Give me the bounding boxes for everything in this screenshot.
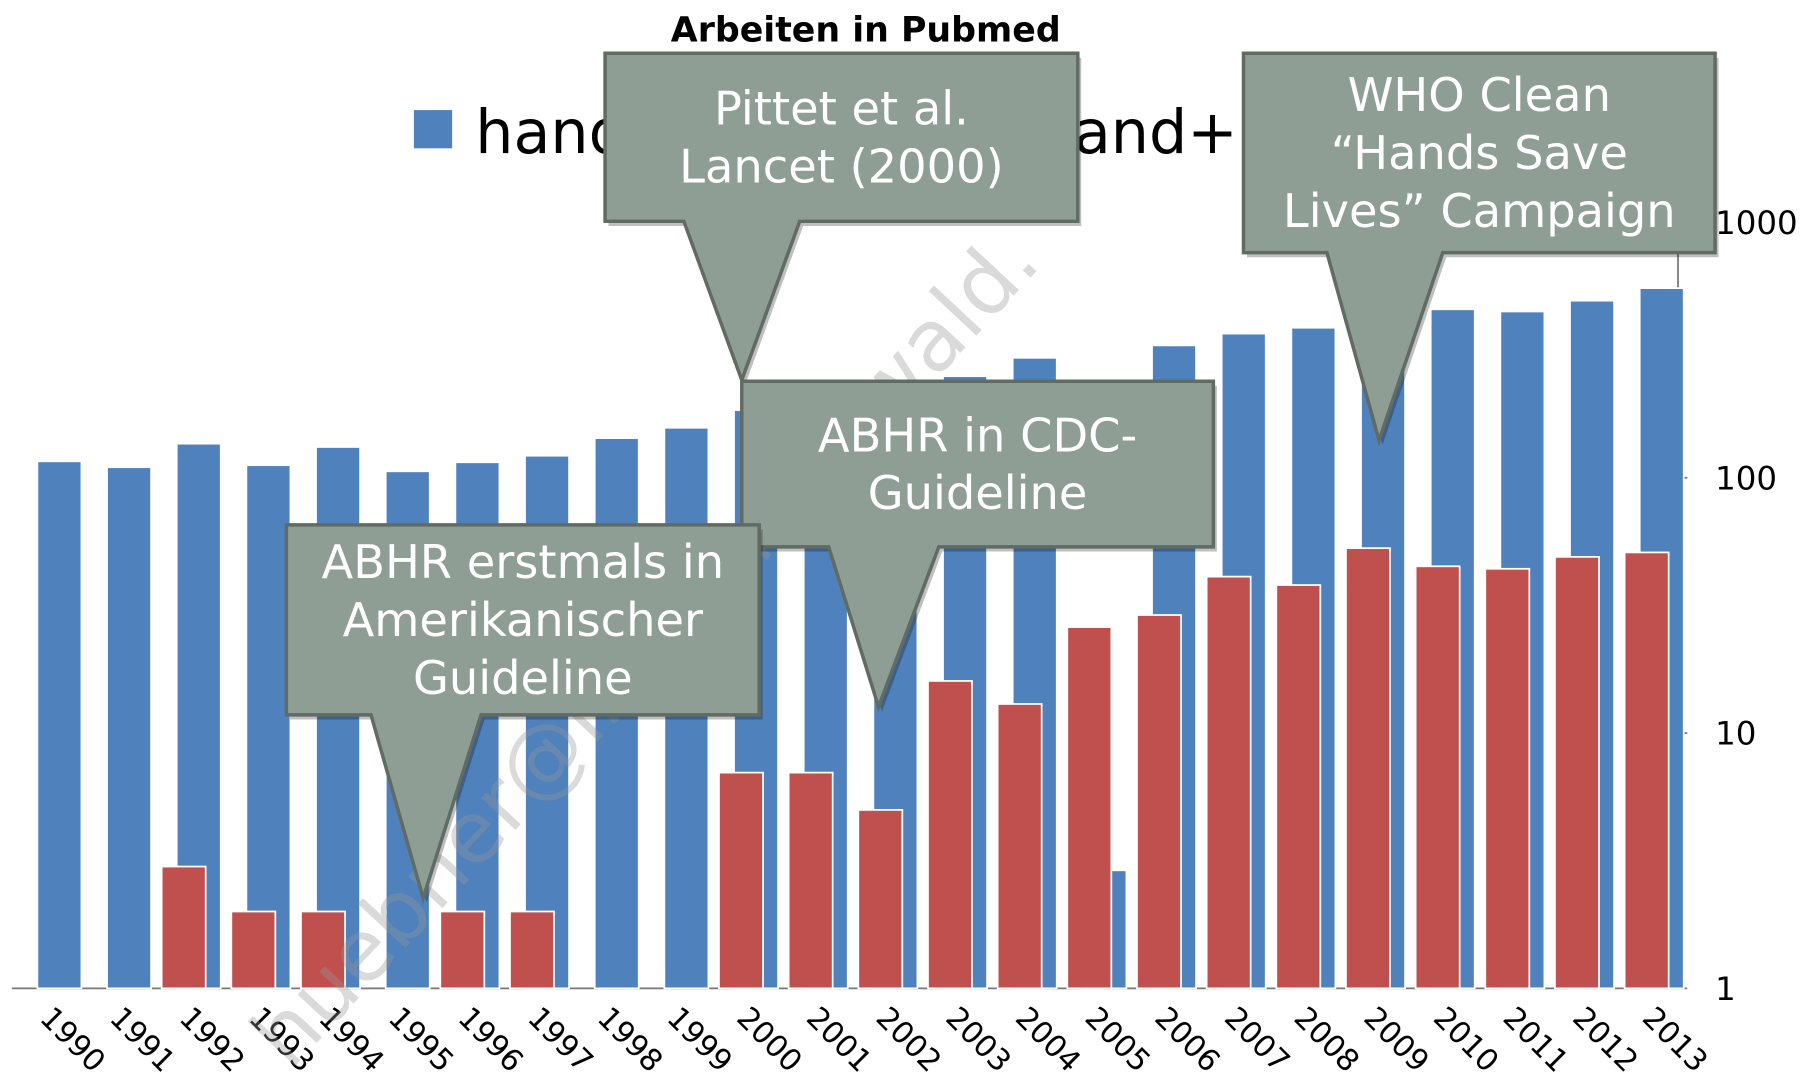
- bar: [927, 680, 973, 990]
- x-tick-label: 2010: [1426, 1001, 1505, 1080]
- bar: [106, 466, 152, 990]
- callout-text: Pittet et al.: [714, 82, 969, 136]
- x-tick-label: 2013: [1635, 1001, 1714, 1080]
- x-tick-label: 2006: [1148, 1001, 1227, 1080]
- x-tick-label: 2002: [869, 1001, 948, 1080]
- bar: [1345, 547, 1391, 990]
- legend-label: and+: [1074, 98, 1238, 168]
- x-tick-label: 1990: [33, 1001, 112, 1080]
- x-tick-label: 1991: [103, 1001, 182, 1080]
- callout-text: “Hands Save: [1331, 126, 1628, 180]
- callout: Pittet et al.Lancet (2000): [603, 51, 1082, 386]
- callout-text: Amerikanischer: [343, 593, 704, 647]
- chart-title: Arbeiten in Pubmed: [671, 11, 1061, 51]
- x-tick-label: 1998: [590, 1001, 669, 1080]
- x-tick-label: 2001: [799, 1001, 878, 1080]
- x-tick-label: 2004: [1008, 1001, 1087, 1080]
- bar: [857, 809, 904, 990]
- y-tick-label: 1: [1715, 970, 1736, 1008]
- y-tick-label: 1000: [1715, 204, 1798, 242]
- callout-text: Lancet (2000): [679, 139, 1003, 193]
- x-tick-label: 2011: [1496, 1001, 1575, 1080]
- y-tick-label: 100: [1715, 459, 1777, 497]
- x-tick-label: 2009: [1357, 1001, 1436, 1080]
- callout-text: WHO Clean: [1348, 68, 1611, 122]
- x-tick-label: 2007: [1217, 1001, 1296, 1080]
- x-tick-label: 2012: [1566, 1001, 1645, 1080]
- x-tick-label: 1997: [521, 1001, 600, 1080]
- bar: [1554, 555, 1600, 990]
- bar: [1205, 575, 1252, 990]
- callout-text: Guideline: [868, 466, 1088, 520]
- bar: [1066, 626, 1113, 990]
- bar: [1136, 614, 1182, 990]
- bar: [509, 910, 555, 990]
- x-tick-label: 1996: [451, 1001, 530, 1080]
- bar: [1275, 584, 1322, 990]
- bar: [245, 464, 292, 990]
- callout-shape: [284, 523, 761, 905]
- bar: [1623, 551, 1670, 990]
- callout-text: Guideline: [413, 651, 633, 705]
- callout-text: ABHR erstmals in: [322, 535, 725, 589]
- legend-label: hand: [475, 98, 627, 168]
- callout-shape: [603, 51, 1080, 386]
- x-tick-label: 2005: [1078, 1001, 1157, 1080]
- x-tick-label: 2008: [1287, 1001, 1366, 1080]
- x-tick-label: 2003: [939, 1001, 1018, 1080]
- callout-text: ABHR in CDC-: [818, 408, 1137, 462]
- bar: [439, 910, 486, 990]
- bar: [300, 910, 346, 990]
- bar: [787, 771, 834, 990]
- bar: [996, 703, 1043, 990]
- bar: [160, 865, 207, 990]
- x-tick-label: 2000: [730, 1001, 809, 1080]
- bar: [1484, 567, 1531, 990]
- x-tick-label: 1995: [381, 1001, 460, 1080]
- callout-text: Lives” Campaign: [1283, 184, 1676, 238]
- x-tick-label: 1999: [660, 1001, 739, 1080]
- bar: [230, 910, 277, 990]
- bar: [1414, 565, 1461, 990]
- callout-shape: [1241, 51, 1717, 447]
- bar: [36, 460, 83, 990]
- legend-swatch: [413, 110, 453, 149]
- bar: [718, 771, 764, 990]
- y-tick-label: 10: [1715, 715, 1756, 753]
